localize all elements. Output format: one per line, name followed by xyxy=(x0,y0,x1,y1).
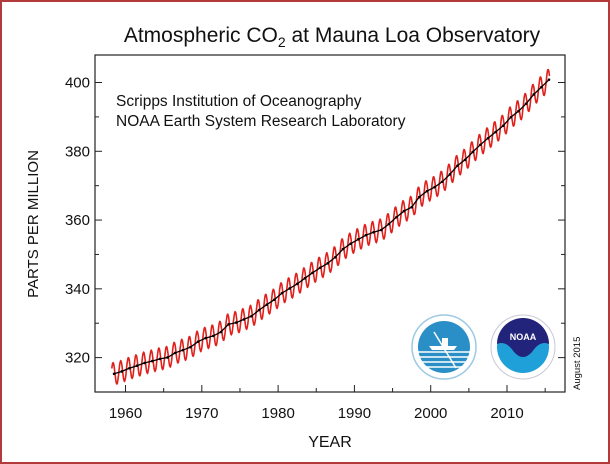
trend-point xyxy=(349,242,352,246)
y-tick-label: 320 xyxy=(65,350,90,367)
scripps-sio-logo xyxy=(411,314,477,380)
trend-point xyxy=(479,143,482,147)
trend-point xyxy=(372,230,375,234)
y-axis-label: PARTS PER MILLION xyxy=(25,150,42,298)
trend-point xyxy=(509,115,513,119)
trend-point xyxy=(356,238,360,241)
y-tick-label: 360 xyxy=(65,212,90,229)
trend-point xyxy=(494,130,497,134)
trend-point xyxy=(242,318,246,321)
annotation-noaa: NOAA Earth System Research Laboratory xyxy=(116,113,406,130)
trend-point xyxy=(364,233,368,237)
trend-point xyxy=(425,189,429,193)
trend-point xyxy=(295,282,299,286)
trend-point xyxy=(471,150,474,154)
x-tick-label: 2000 xyxy=(414,405,447,422)
trend-point xyxy=(128,366,131,370)
trend-point xyxy=(486,136,490,140)
x-tick-label: 1960 xyxy=(109,405,142,422)
chart-title: Atmospheric CO2 at Mauna Loa Observatory xyxy=(124,24,541,50)
trend-point xyxy=(326,262,330,265)
date-note: August 2015 xyxy=(572,337,583,390)
plot-border xyxy=(94,54,566,393)
x-tick-label: 1970 xyxy=(185,405,218,422)
trend-point xyxy=(227,323,230,326)
trend-point xyxy=(341,247,345,251)
trend-point xyxy=(440,180,444,184)
trend-point xyxy=(448,173,452,176)
noaa-logo: NOAA xyxy=(490,314,556,380)
trend-point xyxy=(463,158,467,162)
trend-point xyxy=(257,308,261,312)
trend-point xyxy=(379,228,383,232)
y-tick-label: 340 xyxy=(65,281,90,298)
trend-point xyxy=(456,164,459,168)
trend-point xyxy=(273,298,276,302)
trend-point xyxy=(288,287,291,290)
trend-point xyxy=(265,303,268,306)
y-tick-label: 380 xyxy=(65,143,90,160)
trend-co2-line xyxy=(113,79,550,375)
trend-point xyxy=(524,102,528,105)
svg-text:NOAA: NOAA xyxy=(510,332,537,342)
trend-point xyxy=(204,336,207,340)
trend-point xyxy=(135,364,139,368)
trend-point xyxy=(547,78,551,81)
trend-point xyxy=(395,215,398,219)
trend-point xyxy=(112,372,116,376)
trend-point xyxy=(540,85,543,89)
trend-point xyxy=(402,209,406,213)
trend-point xyxy=(311,271,314,275)
trend-point xyxy=(173,351,177,355)
trend-point xyxy=(387,222,391,226)
trend-point xyxy=(211,334,215,338)
trend-point xyxy=(280,291,284,295)
x-tick-label: 1990 xyxy=(338,405,371,422)
trend-point xyxy=(143,361,146,365)
x-tick-label: 1980 xyxy=(261,405,294,422)
trend-point xyxy=(120,370,124,373)
trend-point xyxy=(318,266,322,270)
annotation-scripps: Scripps Institution of Oceanography xyxy=(116,93,362,110)
x-tick-label: 2010 xyxy=(490,405,523,422)
trend-point xyxy=(166,356,169,359)
trend-point xyxy=(234,321,238,324)
x-axis-label: YEAR xyxy=(308,434,352,451)
trend-point xyxy=(417,195,421,199)
trend-point xyxy=(334,255,337,259)
trend-point xyxy=(219,330,223,334)
trend-point xyxy=(433,185,436,189)
trend-point xyxy=(410,205,413,209)
trend-point xyxy=(501,124,505,128)
trend-point xyxy=(189,345,192,349)
trend-point xyxy=(158,357,162,361)
trend-point xyxy=(303,277,307,280)
trend-point xyxy=(532,93,536,96)
trend-point xyxy=(181,348,185,352)
monthly-co2-line xyxy=(111,68,551,386)
trend-point xyxy=(250,314,253,318)
trend-point xyxy=(150,359,154,363)
trend-point xyxy=(517,109,520,113)
y-tick-label: 400 xyxy=(65,75,90,92)
trend-point xyxy=(196,340,200,344)
